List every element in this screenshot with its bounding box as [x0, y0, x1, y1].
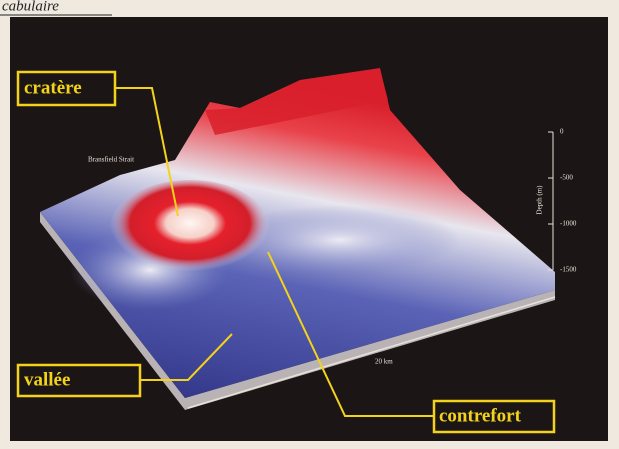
depth-tick: -500 [560, 174, 573, 182]
leader-line [115, 87, 179, 217]
relief-ridge-top [205, 70, 388, 135]
place-label: Bransfield Strait [88, 156, 134, 164]
depth-axis-label: Depth (m) [536, 185, 544, 215]
label-crater: cratère [24, 77, 82, 98]
leader-line [267, 251, 434, 417]
scale-bar [187, 296, 556, 409]
label-box [432, 399, 556, 434]
scale-label: 20 km [375, 358, 393, 366]
depth-tick: -1000 [560, 220, 577, 228]
label-spur: contrefort [439, 405, 522, 426]
relief-side [40, 212, 555, 410]
label-box [16, 70, 117, 107]
header-title: cabulaire [2, 0, 59, 14]
relief-ridge [220, 205, 460, 275]
crater-relief [110, 180, 270, 276]
depth-tick: -1500 [560, 266, 577, 274]
leader-line [140, 333, 233, 381]
label-valley: vallée [24, 369, 70, 390]
label-box [16, 363, 142, 398]
depth-tick: 0 [560, 128, 564, 136]
